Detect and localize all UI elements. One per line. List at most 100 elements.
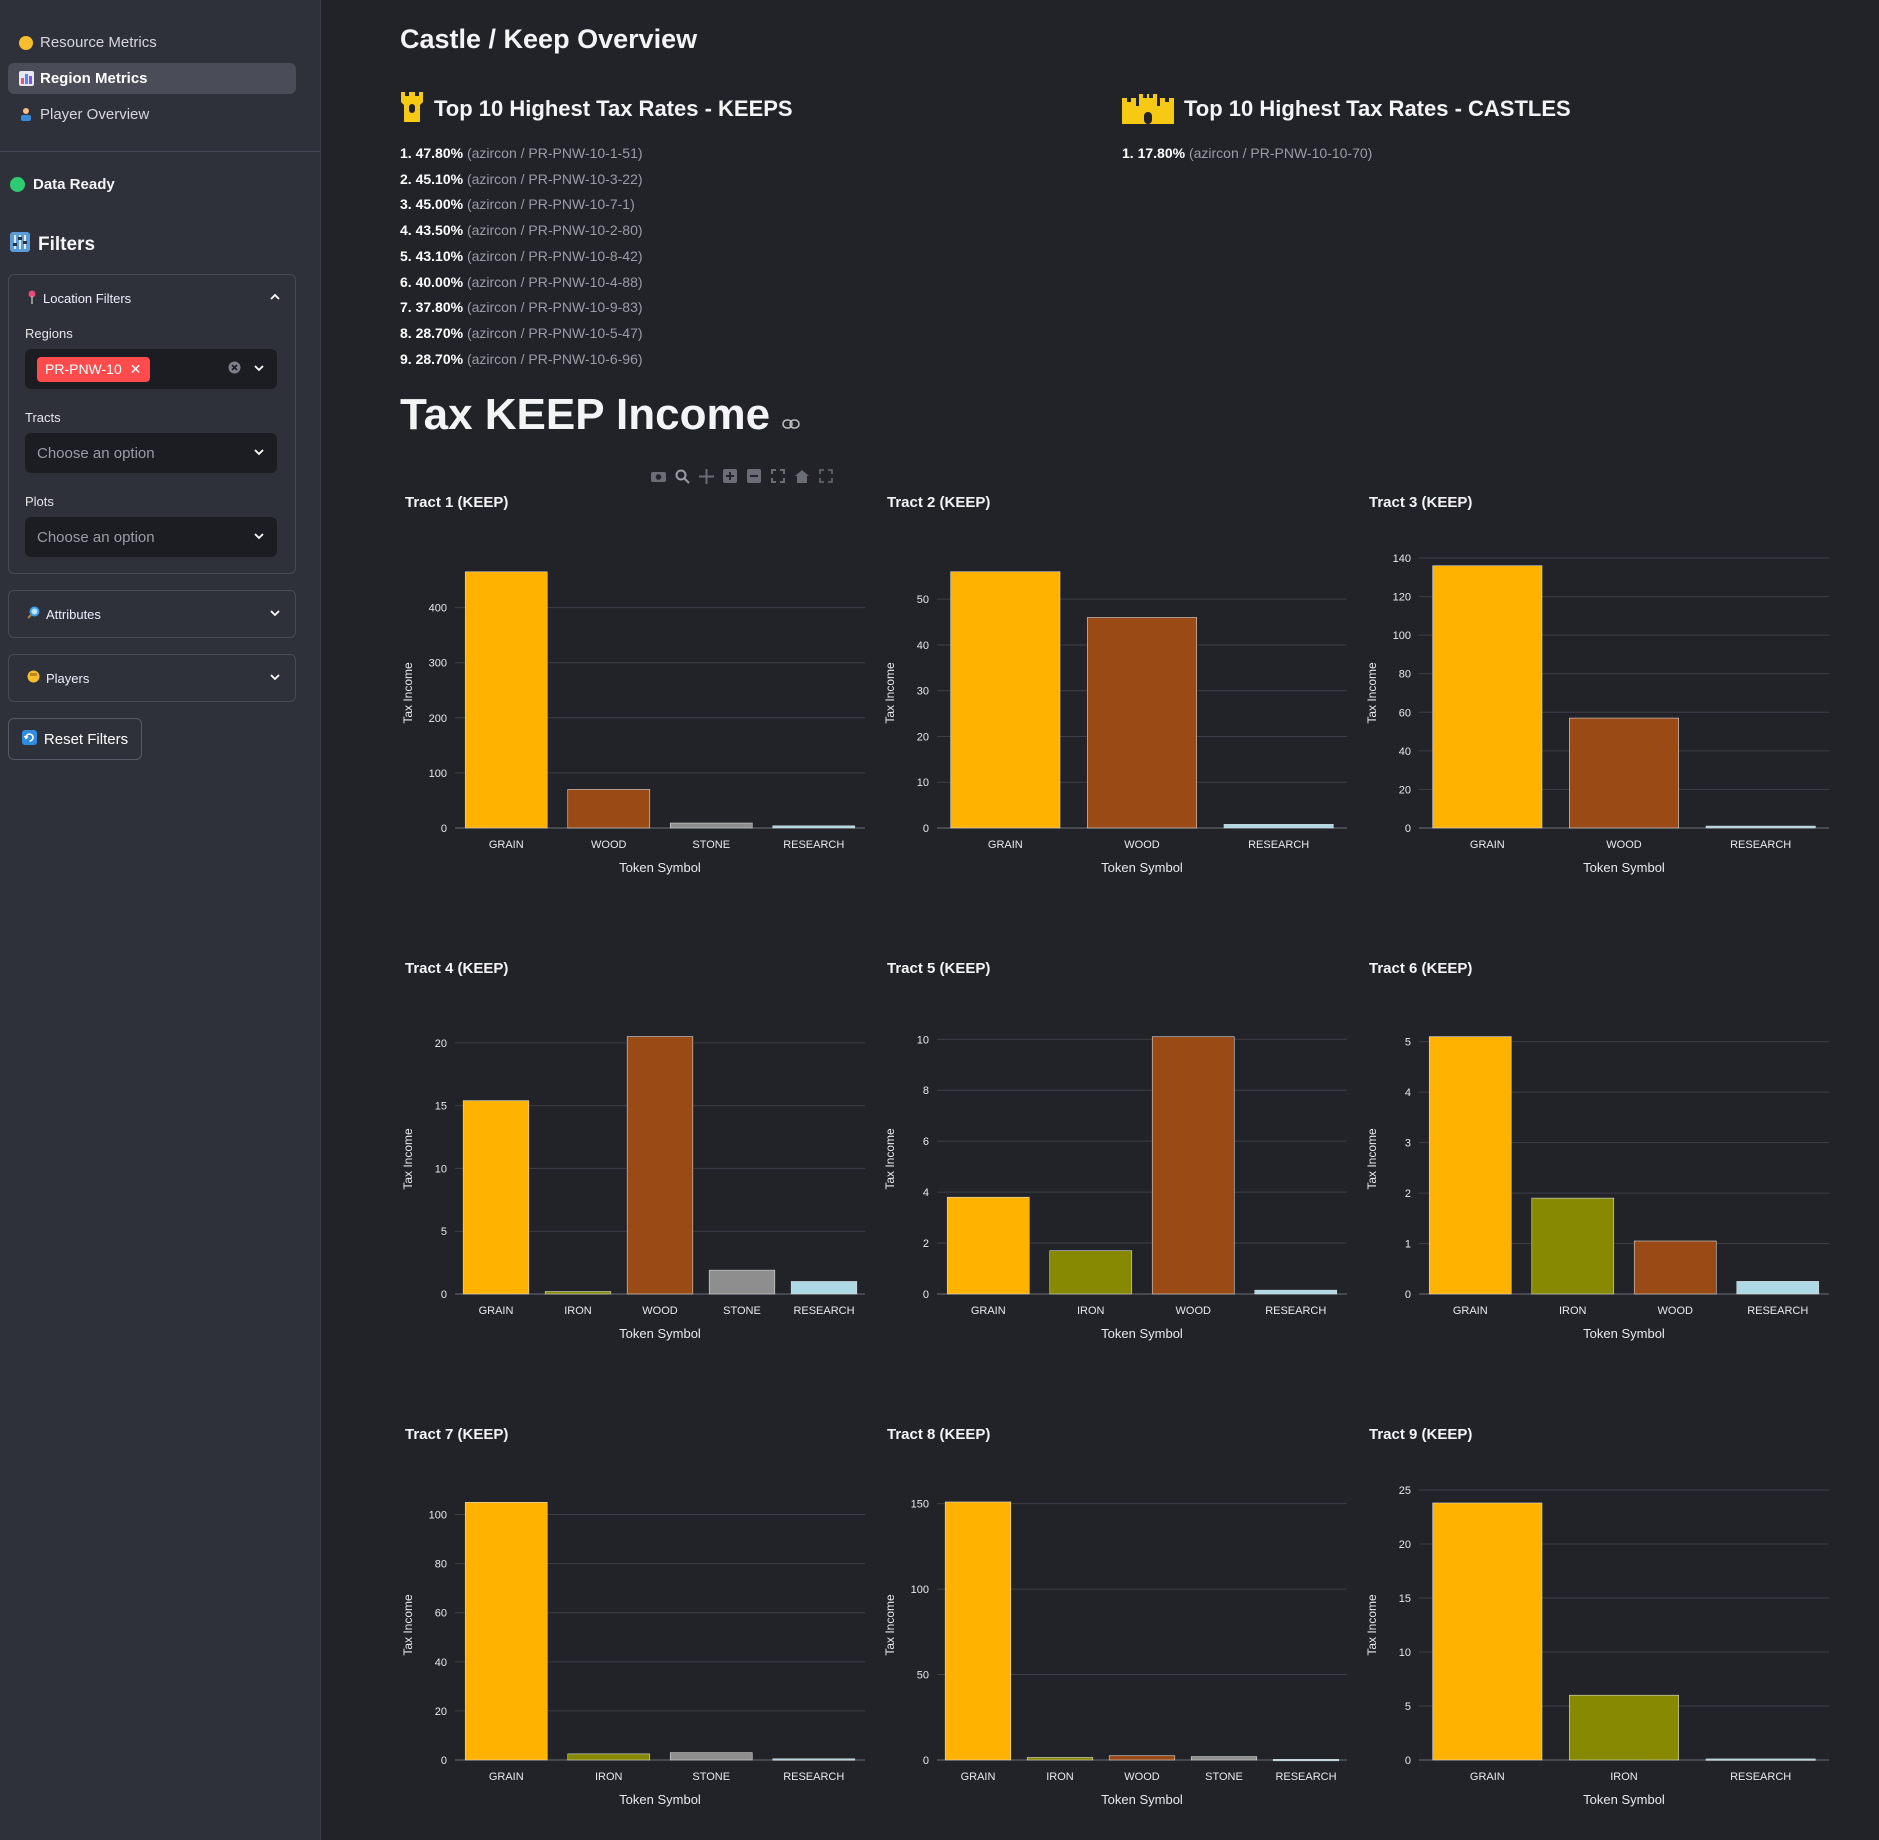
nav-item-region-metrics[interactable]: Region Metrics xyxy=(8,63,296,94)
y-tick-label: 60 xyxy=(1399,707,1411,719)
y-tick-label: 300 xyxy=(429,658,447,670)
region-chip[interactable]: PR-PNW-10 ✕ xyxy=(37,356,150,382)
bar-wood[interactable] xyxy=(1633,1240,1717,1295)
bar-wood[interactable] xyxy=(1151,1036,1235,1295)
reset-filters-button[interactable]: Reset Filters xyxy=(8,718,142,760)
section-title-text: Tax KEEP Income xyxy=(400,390,771,439)
bar-research[interactable] xyxy=(1254,1289,1338,1295)
bar-chart-tract-3[interactable]: Tract 3 (KEEP) 0 20 40 60 80 100 120 140 GRAIN WOO… xyxy=(1364,470,1834,900)
bar-research[interactable] xyxy=(772,1758,856,1761)
y-tick-label: 50 xyxy=(917,1670,929,1682)
bar-wood[interactable] xyxy=(1087,617,1197,829)
bar-wood[interactable] xyxy=(1569,717,1679,829)
players-panel[interactable]: Players xyxy=(8,654,296,702)
bar-iron[interactable] xyxy=(1569,1694,1679,1761)
pan-icon[interactable] xyxy=(698,468,714,484)
bar-wood[interactable] xyxy=(1108,1755,1176,1761)
location-filters-header[interactable]: Location Filters xyxy=(9,275,295,321)
bar-grain[interactable] xyxy=(464,571,548,829)
bar-chart-tract-7[interactable]: Tract 7 (KEEP) 0 20 40 60 80 100 GRAIN IRON STONE… xyxy=(400,1402,870,1832)
players-header[interactable]: Players xyxy=(9,655,295,701)
bar-stone[interactable] xyxy=(1190,1756,1258,1761)
bar-chart-tract-9[interactable]: Tract 9 (KEEP) 0 5 10 15 20 25 GRAIN IRON RESEARC… xyxy=(1364,1402,1834,1832)
bar-iron[interactable] xyxy=(544,1291,612,1295)
bar-stone[interactable] xyxy=(669,1752,753,1761)
camera-icon[interactable] xyxy=(650,468,666,484)
reset-filters-label: Reset Filters xyxy=(43,730,129,748)
bar-research[interactable] xyxy=(1736,1281,1820,1295)
attributes-panel[interactable]: Attributes xyxy=(8,590,296,638)
bar-iron[interactable] xyxy=(1049,1250,1133,1295)
region-chip-label: PR-PNW-10 xyxy=(45,361,122,377)
rank-item: 7. 37.80% (azircon / PR-PNW-10-9-83) xyxy=(400,295,643,321)
bar-wood[interactable] xyxy=(626,1036,694,1295)
regions-multiselect[interactable]: PR-PNW-10 ✕ xyxy=(25,349,277,389)
y-tick-label: 60 xyxy=(435,1608,447,1620)
bar-chart-tract-2[interactable]: Tract 2 (KEEP) 0 10 20 30 40 50 GRAIN WOOD RESEAR… xyxy=(882,470,1352,900)
bar-research[interactable] xyxy=(1705,825,1816,829)
bar-chart-tract-1[interactable]: Tract 1 (KEEP) 0 100 200 300 400 GRAIN WOOD STON… xyxy=(400,470,870,900)
link-icon[interactable] xyxy=(782,390,800,440)
chevron-down-icon[interactable] xyxy=(253,361,265,378)
zoom-icon[interactable] xyxy=(674,468,690,484)
chevron-down-icon xyxy=(269,671,281,686)
close-icon[interactable]: ✕ xyxy=(129,360,142,377)
home-icon[interactable] xyxy=(794,468,810,484)
bar-grain[interactable] xyxy=(462,1100,530,1295)
magnifier-icon xyxy=(27,606,40,622)
fullscreen-icon[interactable] xyxy=(818,468,834,484)
rank-detail: (azircon / PR-PNW-10-6-96) xyxy=(466,350,643,367)
bar-wood[interactable] xyxy=(567,789,651,829)
bar-grain[interactable] xyxy=(950,571,1061,829)
chart-plot: 0 2 4 6 8 10 GRAIN IRON WOOD RESEARCH Token Symbol… xyxy=(883,1034,1347,1341)
x-tick-label: RESEARCH xyxy=(1730,839,1791,851)
clear-icon[interactable] xyxy=(228,361,241,378)
keeps-heading: Top 10 Highest Tax Rates - KEEPS xyxy=(400,88,793,130)
bar-chart-tract-4[interactable]: Tract 4 (KEEP) 0 5 10 15 20 GRAIN IRON WOOD STONE… xyxy=(400,936,870,1366)
y-tick-label: 5 xyxy=(1405,1037,1411,1049)
nav-item-resource-metrics[interactable]: Resource Metrics xyxy=(8,27,296,58)
bar-iron[interactable] xyxy=(1531,1197,1615,1295)
bar-grain[interactable] xyxy=(1428,1036,1512,1295)
bar-research[interactable] xyxy=(772,825,856,829)
x-axis-title: Token Symbol xyxy=(1101,1326,1183,1341)
chevron-down-icon xyxy=(253,445,265,462)
bar-research[interactable] xyxy=(1705,1758,1816,1761)
chart-title: Tract 6 (KEEP) xyxy=(1369,960,1473,977)
bar-research[interactable] xyxy=(1223,824,1334,829)
bar-grain[interactable] xyxy=(464,1501,548,1761)
bar-grain[interactable] xyxy=(946,1196,1030,1295)
y-tick-label: 20 xyxy=(1399,784,1411,796)
x-tick-label: GRAIN xyxy=(1470,1771,1505,1783)
bar-stone[interactable] xyxy=(708,1269,776,1295)
nav-item-player-overview[interactable]: Player Overview xyxy=(8,99,296,130)
bar-research[interactable] xyxy=(1272,1759,1340,1762)
plots-select[interactable]: Choose an option xyxy=(25,517,277,557)
chart-title: Tract 2 (KEEP) xyxy=(887,494,991,511)
y-axis-title: Tax Income xyxy=(1365,1128,1379,1190)
bar-iron[interactable] xyxy=(567,1753,651,1761)
x-tick-label: IRON xyxy=(564,1305,592,1317)
bar-stone[interactable] xyxy=(669,822,753,829)
chart-title: Tract 7 (KEEP) xyxy=(405,1426,509,1443)
x-tick-label: IRON xyxy=(1559,1305,1587,1317)
location-filters-title: Location Filters xyxy=(43,290,132,306)
bar-chart-tract-8[interactable]: Tract 8 (KEEP) 0 50 100 150 GRAIN IRON WOOD STON… xyxy=(882,1402,1352,1832)
chart-plot: 0 1 2 3 4 5 GRAIN IRON WOOD RESEARCH Token Symbol T… xyxy=(1365,1036,1829,1341)
bar-grain[interactable] xyxy=(1432,1502,1543,1761)
bar-grain[interactable] xyxy=(944,1501,1012,1761)
bar-chart-tract-6[interactable]: Tract 6 (KEEP) 0 1 2 3 4 5 GRAIN IRON WOOD RESEARC… xyxy=(1364,936,1834,1366)
attributes-header[interactable]: Attributes xyxy=(9,591,295,637)
tracts-select[interactable]: Choose an option xyxy=(25,433,277,473)
rank-detail: (azircon / PR-PNW-10-8-42) xyxy=(466,247,643,264)
y-tick-label: 200 xyxy=(429,713,447,725)
zoom-in-icon[interactable] xyxy=(722,468,738,484)
y-tick-label: 5 xyxy=(1405,1701,1411,1713)
rank-number: 6. xyxy=(400,273,412,290)
bar-grain[interactable] xyxy=(1432,565,1543,829)
zoom-out-icon[interactable] xyxy=(746,468,762,484)
bar-chart-tract-5[interactable]: Tract 5 (KEEP) 0 2 4 6 8 10 GRAIN IRON WOOD RESEAR… xyxy=(882,936,1352,1366)
bar-research[interactable] xyxy=(790,1281,858,1295)
bar-iron[interactable] xyxy=(1026,1757,1094,1761)
autoscale-icon[interactable] xyxy=(770,468,786,484)
